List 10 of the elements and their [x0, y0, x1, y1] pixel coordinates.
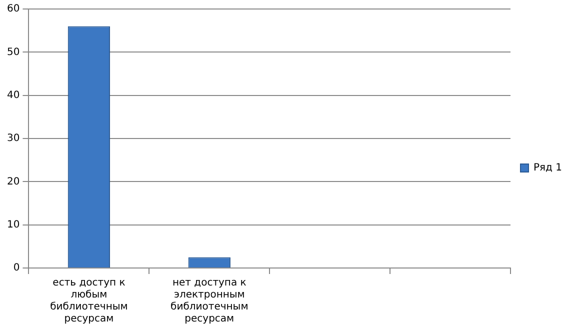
y-tick-label: 10: [6, 219, 20, 230]
x-tick-label: нет доступа к электронным библиотечным ресурсам: [170, 278, 248, 325]
y-tick-label: 20: [6, 176, 20, 188]
y-tick-label: 40: [6, 90, 20, 101]
y-tick-label: 0: [13, 262, 20, 274]
legend-label: Ряд 1: [534, 162, 562, 174]
y-tick-label: 30: [6, 133, 20, 144]
y-tick-label: 50: [6, 46, 20, 58]
y-tick-label: 60: [6, 4, 20, 15]
x-tick-label: есть доступ к любым библиотечным ресурсам: [50, 278, 128, 325]
